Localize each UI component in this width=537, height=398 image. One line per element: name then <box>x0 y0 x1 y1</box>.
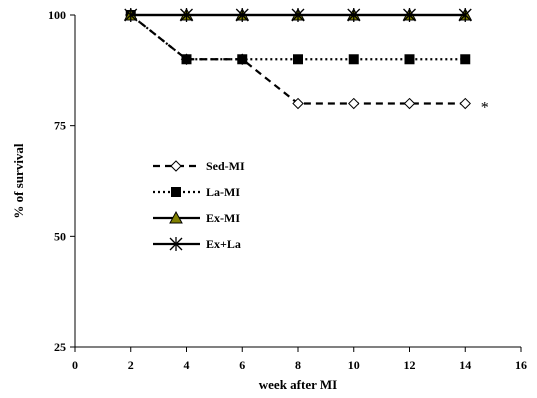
star-marker <box>458 8 472 22</box>
y-tick-label: 75 <box>54 119 66 133</box>
legend-label: Ex+La <box>206 237 241 251</box>
square-marker <box>460 54 471 65</box>
star-marker <box>403 8 416 22</box>
square-marker <box>348 54 359 65</box>
legend-label: La-MI <box>206 185 240 199</box>
legend-label: Ex-MI <box>206 211 240 225</box>
triangle-marker <box>169 210 183 224</box>
diamond-marker <box>403 97 416 110</box>
x-tick-label: 14 <box>459 358 471 372</box>
significance-asterisk: * <box>481 100 489 117</box>
legend-item: Ex+La <box>153 237 241 251</box>
annotations: * <box>481 100 489 117</box>
legend-item: Ex-MI <box>153 210 240 225</box>
legend: Sed-MI La-MI Ex-MI Ex+La <box>153 159 245 251</box>
x-tick-label: 16 <box>515 358 527 372</box>
x-tick-label: 12 <box>404 358 416 372</box>
axes: 25 50 75 100 0 2 4 6 8 10 12 14 16 week after MI % of … <box>11 8 527 392</box>
x-axis-title: week after MI <box>259 377 337 392</box>
x-tick-label: 8 <box>295 358 301 372</box>
legend-label: Sed-MI <box>206 159 245 173</box>
diamond-marker <box>292 97 304 110</box>
diamond-marker <box>170 160 182 172</box>
x-tick-label: 0 <box>72 358 78 372</box>
series-layer <box>123 7 473 110</box>
x-tick-label: 2 <box>128 358 134 372</box>
legend-item: Sed-MI <box>153 159 245 173</box>
square-marker <box>237 54 248 65</box>
square-marker <box>293 54 303 65</box>
diamond-marker <box>348 97 360 110</box>
square-marker <box>404 54 415 65</box>
star-marker <box>180 8 193 22</box>
star-marker <box>291 8 305 22</box>
star-marker <box>169 237 183 251</box>
y-axis-title: % of survival <box>11 143 26 219</box>
x-tick-label: 10 <box>348 358 360 372</box>
y-tick-label: 50 <box>54 229 66 243</box>
diamond-marker <box>459 97 471 110</box>
series-ex-la <box>124 8 472 22</box>
star-marker <box>347 8 361 22</box>
y-tick-label: 25 <box>54 340 66 354</box>
square-marker <box>181 54 192 65</box>
x-tick-label: 4 <box>184 358 190 372</box>
star-marker <box>124 8 138 22</box>
legend-item: La-MI <box>153 185 240 199</box>
square-marker <box>171 187 181 197</box>
star-marker <box>235 8 249 22</box>
x-tick-label: 6 <box>239 358 245 372</box>
y-tick-label: 100 <box>48 8 66 22</box>
